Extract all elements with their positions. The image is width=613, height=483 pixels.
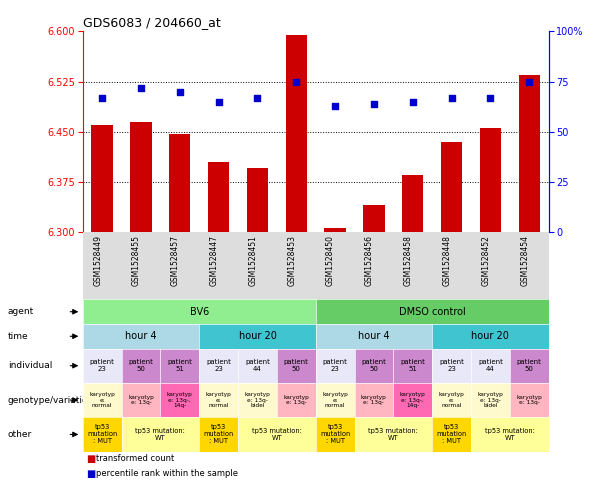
Text: tp53
mutation
: MUT: tp53 mutation : MUT: [436, 425, 466, 444]
Text: GSM1528452: GSM1528452: [481, 235, 490, 286]
Point: [214, 98, 224, 105]
Point: [253, 94, 262, 101]
Bar: [324, 228, 346, 232]
Text: hour 4: hour 4: [358, 331, 390, 341]
Text: ■: ■: [86, 454, 95, 464]
Text: patient
50: patient 50: [362, 359, 386, 372]
Point: [369, 99, 379, 107]
Bar: [519, 75, 540, 232]
Bar: [208, 162, 229, 232]
Text: ■: ■: [86, 469, 95, 479]
Text: GSM1528447: GSM1528447: [210, 235, 219, 286]
Bar: [402, 175, 424, 232]
Text: transformed count: transformed count: [96, 454, 175, 463]
Bar: [286, 35, 307, 232]
Text: tp53 mutation:
WT: tp53 mutation: WT: [368, 428, 418, 441]
Text: karyotyp
e: 13q-,
14q-: karyotyp e: 13q-, 14q-: [400, 392, 425, 408]
Text: karyotyp
e: 13q-: karyotyp e: 13q-: [516, 395, 542, 405]
Text: agent: agent: [7, 307, 34, 316]
Point: [136, 84, 146, 91]
Text: genotype/variation: genotype/variation: [7, 396, 94, 405]
Text: patient
50: patient 50: [129, 359, 153, 372]
Text: karyotyp
e: 13q-: karyotyp e: 13q-: [361, 395, 387, 405]
Text: tp53 mutation:
WT: tp53 mutation: WT: [135, 428, 185, 441]
Bar: [169, 134, 191, 232]
Text: GSM1528456: GSM1528456: [365, 235, 374, 286]
Bar: [480, 128, 501, 232]
Text: GSM1528451: GSM1528451: [248, 235, 257, 286]
Text: GSM1528449: GSM1528449: [93, 235, 102, 286]
Text: hour 4: hour 4: [125, 331, 157, 341]
Text: karyotyp
e:
normal: karyotyp e: normal: [439, 392, 465, 408]
Text: tp53 mutation:
WT: tp53 mutation: WT: [252, 428, 302, 441]
Text: hour 20: hour 20: [471, 331, 509, 341]
Bar: [131, 122, 151, 232]
Point: [485, 94, 495, 101]
Text: tp53
mutation
: MUT: tp53 mutation : MUT: [87, 425, 117, 444]
Text: patient
51: patient 51: [167, 359, 192, 372]
Text: karyotyp
e: 13q-: karyotyp e: 13q-: [128, 395, 154, 405]
Text: GSM1528458: GSM1528458: [404, 235, 413, 286]
Point: [447, 94, 457, 101]
Text: GSM1528448: GSM1528448: [443, 235, 452, 286]
Text: patient
51: patient 51: [400, 359, 425, 372]
Text: time: time: [7, 332, 28, 341]
Text: patient
23: patient 23: [89, 359, 115, 372]
Text: hour 20: hour 20: [238, 331, 276, 341]
Text: karyotyp
e: 13q-: karyotyp e: 13q-: [283, 395, 309, 405]
Text: BV6: BV6: [189, 307, 209, 317]
Text: patient
23: patient 23: [322, 359, 348, 372]
Text: GDS6083 / 204660_at: GDS6083 / 204660_at: [83, 16, 221, 29]
Point: [524, 78, 534, 85]
Text: GSM1528455: GSM1528455: [132, 235, 141, 286]
Text: GSM1528450: GSM1528450: [326, 235, 335, 286]
Text: patient
23: patient 23: [439, 359, 464, 372]
Text: tp53
mutation
: MUT: tp53 mutation : MUT: [320, 425, 350, 444]
Text: karyotyp
e:
normal: karyotyp e: normal: [89, 392, 115, 408]
Point: [291, 78, 301, 85]
Text: karyotyp
e: 13q-
bidel: karyotyp e: 13q- bidel: [245, 392, 270, 408]
Point: [97, 94, 107, 101]
Text: patient
50: patient 50: [517, 359, 542, 372]
Text: DMSO control: DMSO control: [399, 307, 465, 317]
Text: patient
44: patient 44: [245, 359, 270, 372]
Text: other: other: [7, 430, 32, 439]
Text: patient
44: patient 44: [478, 359, 503, 372]
Point: [175, 88, 185, 96]
Text: karyotyp
e: 13q-,
14q-: karyotyp e: 13q-, 14q-: [167, 392, 192, 408]
Text: GSM1528454: GSM1528454: [520, 235, 529, 286]
Bar: [247, 169, 268, 232]
Bar: [364, 205, 384, 232]
Text: tp53
mutation
: MUT: tp53 mutation : MUT: [204, 425, 234, 444]
Text: GSM1528457: GSM1528457: [171, 235, 180, 286]
Text: tp53 mutation:
WT: tp53 mutation: WT: [485, 428, 535, 441]
Bar: [91, 125, 113, 232]
Text: karyotyp
e:
normal: karyotyp e: normal: [322, 392, 348, 408]
Text: patient
50: patient 50: [284, 359, 309, 372]
Text: patient
23: patient 23: [206, 359, 231, 372]
Point: [330, 102, 340, 110]
Text: karyotyp
e: 13q-
bidel: karyotyp e: 13q- bidel: [478, 392, 503, 408]
Point: [408, 98, 417, 105]
Text: GSM1528453: GSM1528453: [287, 235, 296, 286]
Text: karyotyp
e:
normal: karyotyp e: normal: [206, 392, 232, 408]
Text: percentile rank within the sample: percentile rank within the sample: [96, 469, 238, 478]
Text: individual: individual: [7, 361, 52, 370]
Bar: [441, 142, 462, 232]
